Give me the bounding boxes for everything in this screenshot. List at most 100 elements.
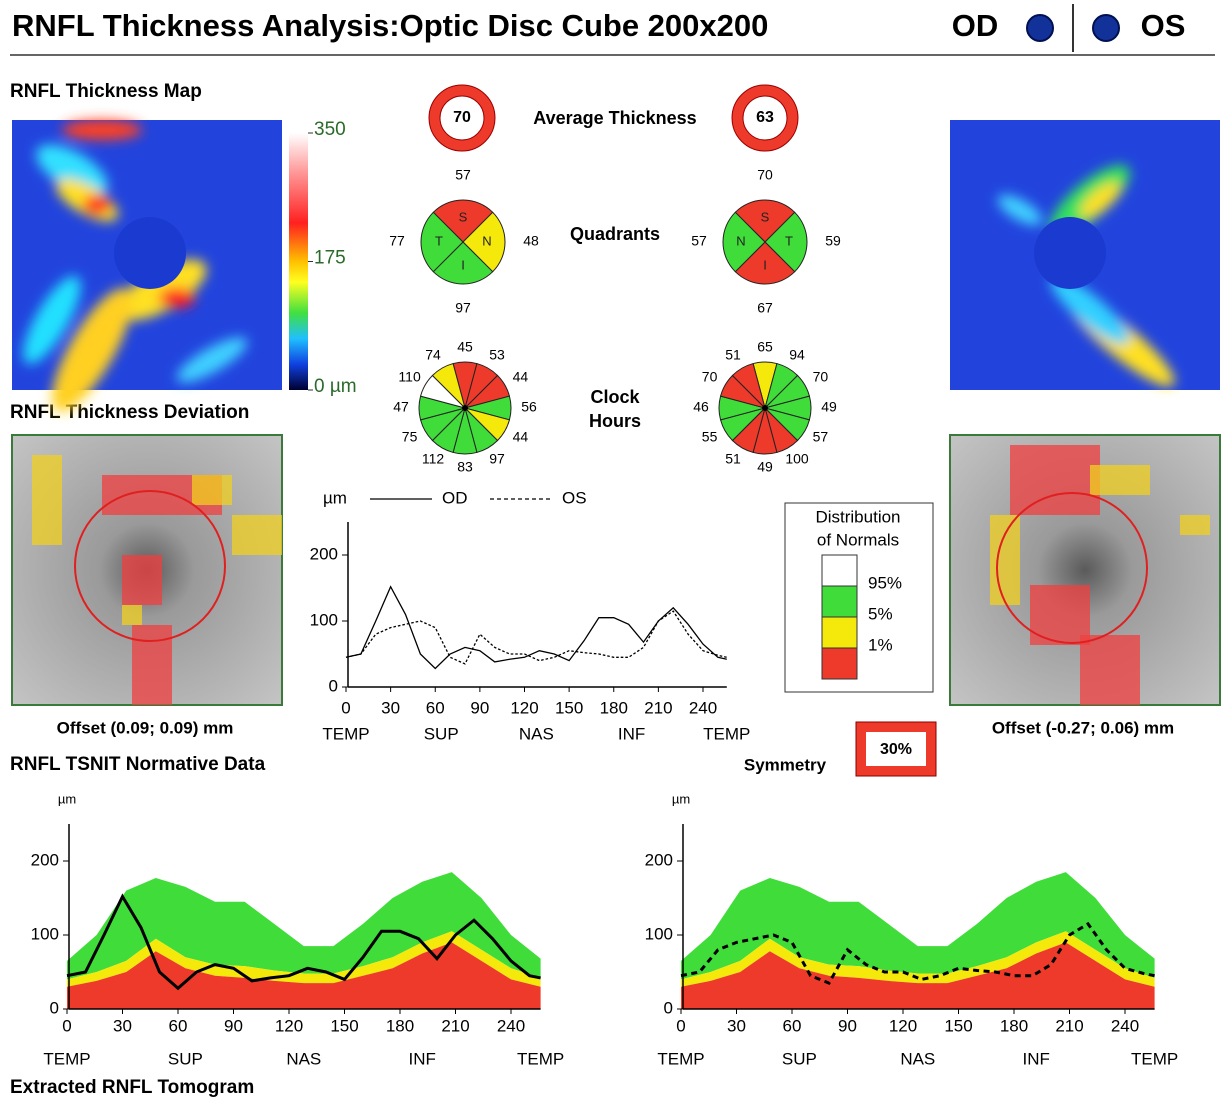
x-tick-label: 150 [944,1016,972,1035]
y-tick-label: 0 [664,998,673,1017]
region-label: TEMP [43,1049,90,1068]
deviation-patch [122,555,162,605]
x-tick-label: 240 [689,698,717,717]
x-tick-label: 30 [727,1016,746,1035]
y-tick-label: 100 [645,924,673,943]
clock-value: 65 [757,339,773,355]
y-tick-label: 100 [31,924,59,943]
y-unit: µm [323,488,347,507]
symmetry-value: 30% [880,741,912,758]
x-tick-label: 120 [889,1016,917,1035]
section-title: RNFL TSNIT Normative Data [10,754,266,775]
x-tick-label: 30 [381,698,400,717]
quadrant-letter: N [482,233,491,248]
legend-label: 1% [868,635,893,654]
deviation-patch [1180,515,1210,535]
average-label: Average Thickness [533,108,696,128]
quadrant-label: Quadrants [570,224,660,244]
colorbar [289,133,308,390]
x-tick-label: 60 [783,1016,802,1035]
quadrant-letter: N [736,233,745,248]
os-eye-dot [1093,15,1119,41]
y-tick-label: 0 [50,998,59,1017]
x-tick-label: 150 [555,698,583,717]
legend-swatch [822,648,857,679]
y-unit: µm [672,791,690,806]
deviation-patch [1010,445,1100,515]
clock-value: 49 [821,399,837,415]
symmetry-label: Symmetry [744,755,827,774]
legend-title: of Normals [817,530,899,549]
legend-swatch [822,617,857,648]
clock-value: 53 [489,347,505,363]
quadrant-letter: T [785,233,793,248]
legend-name: OS [562,488,587,507]
od-eye-dot [1027,15,1053,41]
quadrant-value: 97 [455,300,471,316]
y-unit: µm [58,791,76,806]
map-blob [83,195,111,215]
deviation-patch [990,515,1020,605]
offset: Offset (-0.27; 0.06) mm [992,718,1174,737]
x-tick-label: 90 [470,698,489,717]
legend-label: 5% [868,604,893,623]
region-label: INF [618,724,645,743]
quadrant-value: 67 [757,300,773,316]
clock-value: 74 [425,347,441,363]
deviation-patch [132,625,172,705]
region-label: TEMP [657,1049,704,1068]
region-label: TEMP [1131,1049,1178,1068]
od-label: OD [952,8,999,43]
clock-value: 44 [513,369,529,385]
region-label: SUP [424,724,459,743]
clock-value: 45 [457,339,473,355]
region-label: INF [1023,1049,1050,1068]
region-label: TEMP [322,724,369,743]
x-tick-label: 210 [441,1016,469,1035]
x-tick-label: 60 [169,1016,188,1035]
deviation-patch [1090,465,1150,495]
colorbar-label: 0 µm [314,376,357,397]
clock-value: 94 [789,347,805,363]
region-label: NAS [519,724,554,743]
report: RNFL Thickness Analysis:Optic Disc Cube … [0,0,1221,1099]
os-label: OS [1141,8,1186,43]
clock-label: Hours [589,411,641,431]
x-tick-label: 120 [510,698,538,717]
clock-value: 55 [702,429,718,445]
x-tick-label: 0 [341,698,350,717]
deviation-patch [122,605,142,625]
legend-title: Distribution [815,507,900,526]
clock-value: 70 [813,369,829,385]
clock-center [462,405,468,411]
region-label: INF [409,1049,436,1068]
quadrant-value: 48 [523,233,539,249]
section-title: RNFL Thickness Deviation [10,402,249,423]
clock-value: 51 [725,451,741,467]
clock-label: Clock [590,387,640,407]
x-tick-label: 180 [1000,1016,1028,1035]
x-tick-label: 120 [275,1016,303,1035]
optic-disc [114,217,186,289]
map-blob [62,120,142,140]
offset: Offset (0.09; 0.09) mm [57,718,234,737]
x-tick-label: 210 [644,698,672,717]
x-tick-label: 210 [1055,1016,1083,1035]
legend-swatch [822,555,857,586]
clock-value: 83 [457,459,473,475]
clock-value: 46 [693,399,709,415]
y-tick-label: 200 [31,850,59,869]
clock-value: 110 [398,369,421,385]
quadrant-value: 59 [825,233,841,249]
clock-value: 57 [813,429,829,445]
deviation-patch [232,515,282,555]
quadrant-letter: T [435,233,443,248]
section-title: RNFL Thickness Map [10,81,202,102]
quadrant-letter: I [461,257,465,272]
clock-value: 70 [702,369,718,385]
deviation-patch [192,475,232,505]
clock-value: 47 [393,399,409,415]
region-label: TEMP [517,1049,564,1068]
clock-value: 75 [402,429,418,445]
x-tick-label: 0 [62,1016,71,1035]
